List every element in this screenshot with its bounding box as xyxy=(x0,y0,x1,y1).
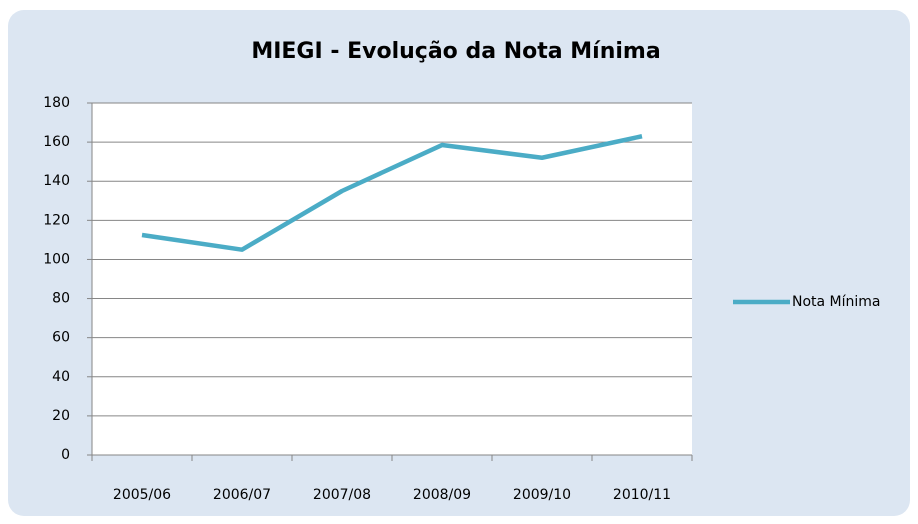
y-tick-label: 140 xyxy=(43,173,70,189)
y-tick-label: 60 xyxy=(52,330,70,346)
x-tick-label: 2010/11 xyxy=(613,487,671,503)
y-tick-label: 80 xyxy=(52,291,70,307)
y-tick-label: 160 xyxy=(43,134,70,150)
y-tick-label: 0 xyxy=(61,447,70,463)
y-tick-label: 20 xyxy=(52,408,70,424)
x-tick-label: 2008/09 xyxy=(413,487,471,503)
y-tick-label: 120 xyxy=(43,212,70,228)
data-line xyxy=(141,134,643,252)
x-tick-label: 2007/08 xyxy=(313,487,371,503)
y-tick-label: 100 xyxy=(43,251,70,267)
x-tick-label: 2006/07 xyxy=(213,487,271,503)
x-tick-label: 2005/06 xyxy=(113,487,171,503)
y-tick-label: 40 xyxy=(52,369,70,385)
chart-title: MIEGI - Evolução da Nota Mínima xyxy=(251,39,660,64)
legend-label: Nota Mínima xyxy=(792,294,881,310)
x-tick-label: 2009/10 xyxy=(513,487,571,503)
y-tick-label: 180 xyxy=(43,95,70,111)
plot-area xyxy=(92,103,692,455)
